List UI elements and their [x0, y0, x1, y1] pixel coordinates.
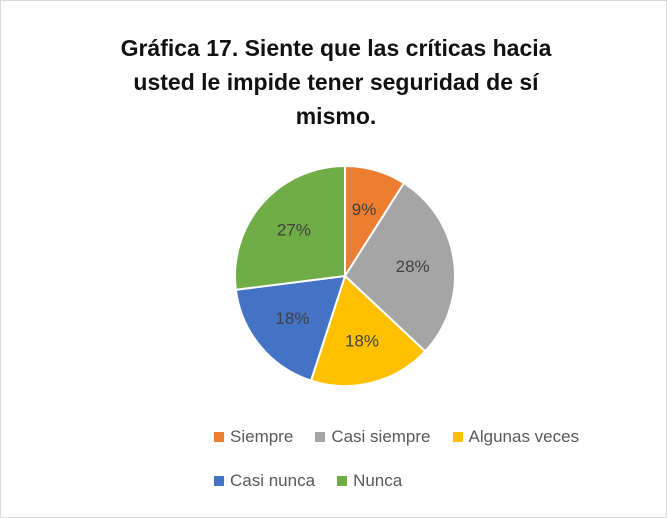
legend-label: Nunca	[353, 471, 403, 490]
legend-swatch	[214, 476, 224, 486]
pie-slice	[309, 274, 427, 387]
pie-slice	[343, 181, 456, 353]
legend-label: Casi nunca	[230, 471, 316, 490]
legend-item: Algunas veces	[452, 427, 580, 447]
legend-label: Casi siempre	[331, 427, 431, 446]
pie-slice	[234, 274, 347, 382]
data-label: 18%	[275, 309, 309, 328]
pie-slice	[234, 164, 346, 291]
data-label: 27%	[277, 220, 311, 239]
legend-swatch	[315, 432, 326, 442]
legend-label: Siempre	[230, 427, 294, 446]
legend-swatch	[214, 432, 224, 442]
legend-swatch	[452, 432, 463, 442]
legend-label: Algunas veces	[468, 427, 580, 446]
legend: Siempre Casi siempre Algunas veces Casi nun…	[214, 427, 634, 491]
legend-item: Siempre	[214, 427, 293, 447]
chart-title: Gráfica 17. Siente que las críticas haci…	[120, 35, 552, 129]
data-label: 28%	[396, 257, 430, 276]
data-label: 9%	[352, 200, 377, 219]
data-label: 18%	[345, 332, 379, 351]
legend-item: Casi nunca	[214, 471, 315, 491]
legend-item: Casi siempre	[315, 427, 431, 447]
legend-swatch	[337, 476, 348, 486]
legend-item: Nunca	[337, 471, 402, 491]
